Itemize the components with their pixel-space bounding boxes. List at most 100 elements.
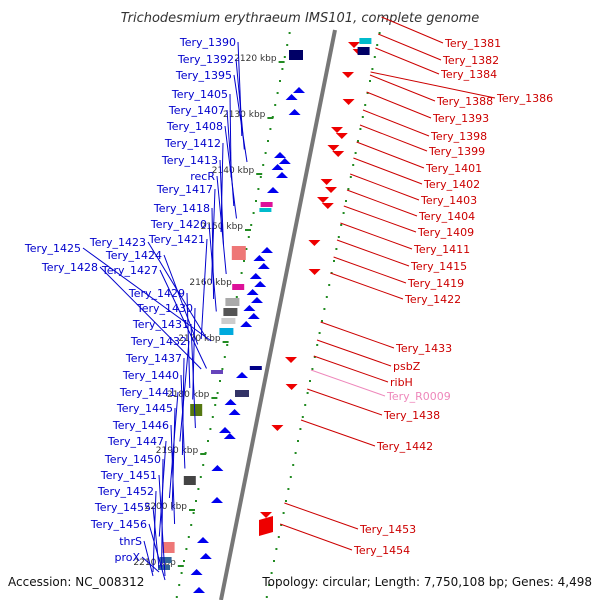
reverse-gene-arrow [285,384,298,390]
right-gene-label: Tery_1409 [417,226,474,239]
inner-ring-dot [243,260,245,262]
right-leader-line [370,71,496,99]
outer-ring-dot [323,308,326,310]
outer-ring-dot [306,392,309,394]
right-leader-line [346,189,418,217]
outer-ring-dot [285,500,287,502]
left-leader-line [141,556,160,573]
forward-gene-arrow [224,399,237,405]
left-gene-label: Tery_1390 [179,36,236,49]
reverse-gene-arrow [285,357,297,363]
inner-ring-dot [202,464,205,466]
left-leader-line [170,424,176,525]
outer-ring-dot [357,140,359,142]
inner-ring-dot [211,416,214,418]
forward-gene-arrow [211,465,224,471]
inner-ring-dot [245,248,248,250]
left-gene-label: Tery_1450 [104,453,161,466]
scale-tick-label: 2170 kbp [178,334,221,344]
left-leader-line [163,254,199,345]
right-leader-line [310,369,386,397]
right-leader-line [356,141,425,169]
forward-gene-arrow [247,313,260,319]
forward-gene-arrow [243,305,256,311]
scale-tick-label: 2210 kbp [133,558,176,568]
right-gene-label: Tery_1404 [418,210,475,223]
reverse-gene-arrow [321,203,334,209]
outer-ring-dot [337,236,340,238]
left-leader-line [171,407,176,511]
left-gene-label: recR [190,170,215,183]
left-leader-line [190,323,196,429]
left-gene-label: Tery_1456 [90,518,147,531]
forward-gene-arrow [223,433,236,439]
forward-gene-arrow [246,289,259,295]
gene-block [221,318,236,324]
inner-ring-dot [281,68,284,70]
outer-ring-dot [265,596,268,598]
reverse-gene-arrow [308,240,321,246]
left-gene-label: Tery_1437 [125,352,182,365]
right-leader-line [369,74,436,102]
right-leader-line [280,523,353,551]
forward-gene-arrow [274,152,286,158]
gene-features [158,38,372,593]
right-gene-label: Tery_1393 [432,112,489,125]
forward-gene-arrow [293,87,305,93]
outer-ring-dot [268,584,271,586]
scale-tick-label: 2200 kbp [145,502,188,512]
left-leader-line [152,490,157,573]
left-leader-line [158,474,166,577]
left-gene-label: Tery_1407 [168,104,225,117]
right-leader-line [375,47,440,75]
right-gene-label: ribH [390,376,413,389]
outer-ring-dot [333,260,335,262]
right-leader-line [336,239,410,267]
right-leader-line [350,173,420,201]
inner-ring-dot [221,368,224,370]
left-gene-labels: Tery_1390 Tery_1392 Tery_1395 Tery_1405 Tery… [24,36,248,581]
inner-ring-dot [250,224,253,226]
inner-ring-dot [207,440,209,442]
reverse-gene-arrow [332,151,345,157]
forward-gene-arrow [257,263,270,269]
inner-ring-dot [255,200,257,202]
outer-ring-dot [297,440,299,442]
right-leader-line [353,157,423,185]
outer-ring-dot [361,116,364,118]
reverse-gene-arrow [260,512,272,518]
left-gene-label: Tery_1446 [112,419,169,432]
forward-gene-arrow [236,372,248,378]
left-leader-line [233,74,248,163]
outer-ring-dot [280,524,283,526]
inner-ring-dot [192,512,195,514]
right-leader-line [300,419,376,447]
outer-ring-dot [366,92,369,94]
right-leader-line [343,205,417,233]
left-leader-line [82,247,212,342]
left-leader-line [181,357,185,456]
left-gene-label: Tery_1427 [101,264,158,277]
left-gene-label: Tery_1452 [97,485,154,498]
right-gene-label: Tery_1381 [444,37,501,50]
genome-title: Trichodesmium erythraeum IMS101, complet… [121,11,480,26]
inner-ring-dot [187,536,190,538]
gene-block [357,47,370,55]
left-leader-line [179,340,190,442]
inner-ring-dot [178,584,181,586]
inner-ring-dot [190,524,193,526]
left-gene-label: thrS [119,535,142,548]
outer-ring-dot [309,380,311,382]
left-gene-label: Tery_1429 [128,287,185,300]
gene-block [259,208,272,212]
right-leader-line [284,502,359,530]
right-leader-line [359,124,428,152]
inner-ring-dot [252,212,255,214]
forward-gene-arrow [193,587,205,593]
inner-ring-dot [235,296,238,298]
right-leader-line [316,339,392,367]
right-gene-label: Tery_1399 [428,145,485,158]
forward-gene-arrow [288,109,301,115]
outer-ring-dot [321,320,323,322]
